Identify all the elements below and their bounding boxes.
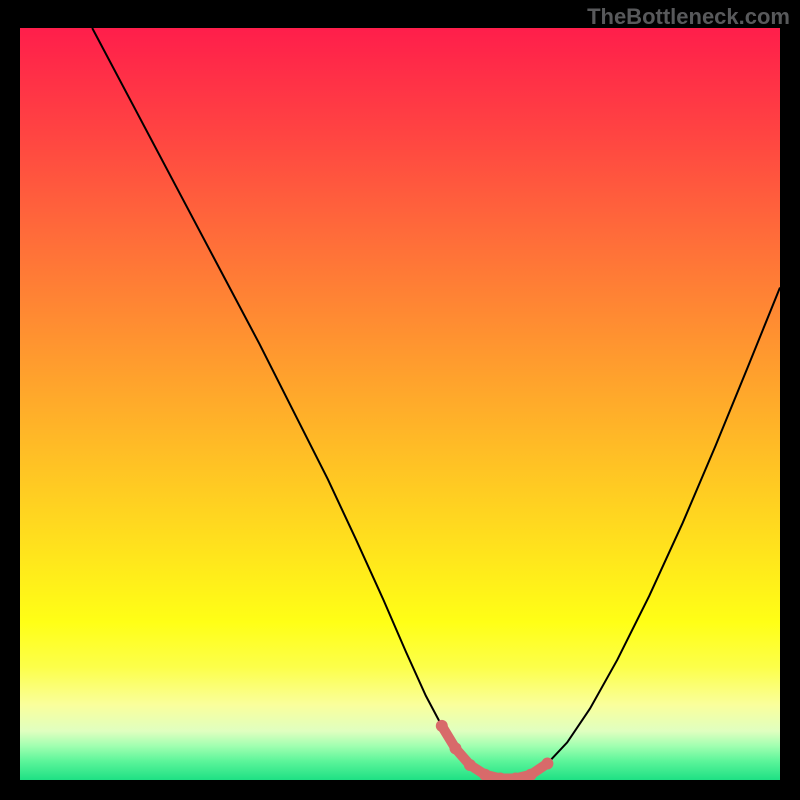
marker-dot: [436, 720, 448, 732]
chart-container: TheBottleneck.com: [0, 0, 800, 800]
marker-dot: [449, 742, 461, 754]
marker-dot: [464, 759, 476, 771]
plot-svg: [20, 28, 780, 780]
attribution-text: TheBottleneck.com: [587, 4, 790, 30]
marker-dot: [541, 757, 553, 769]
chart-background: [20, 28, 780, 780]
